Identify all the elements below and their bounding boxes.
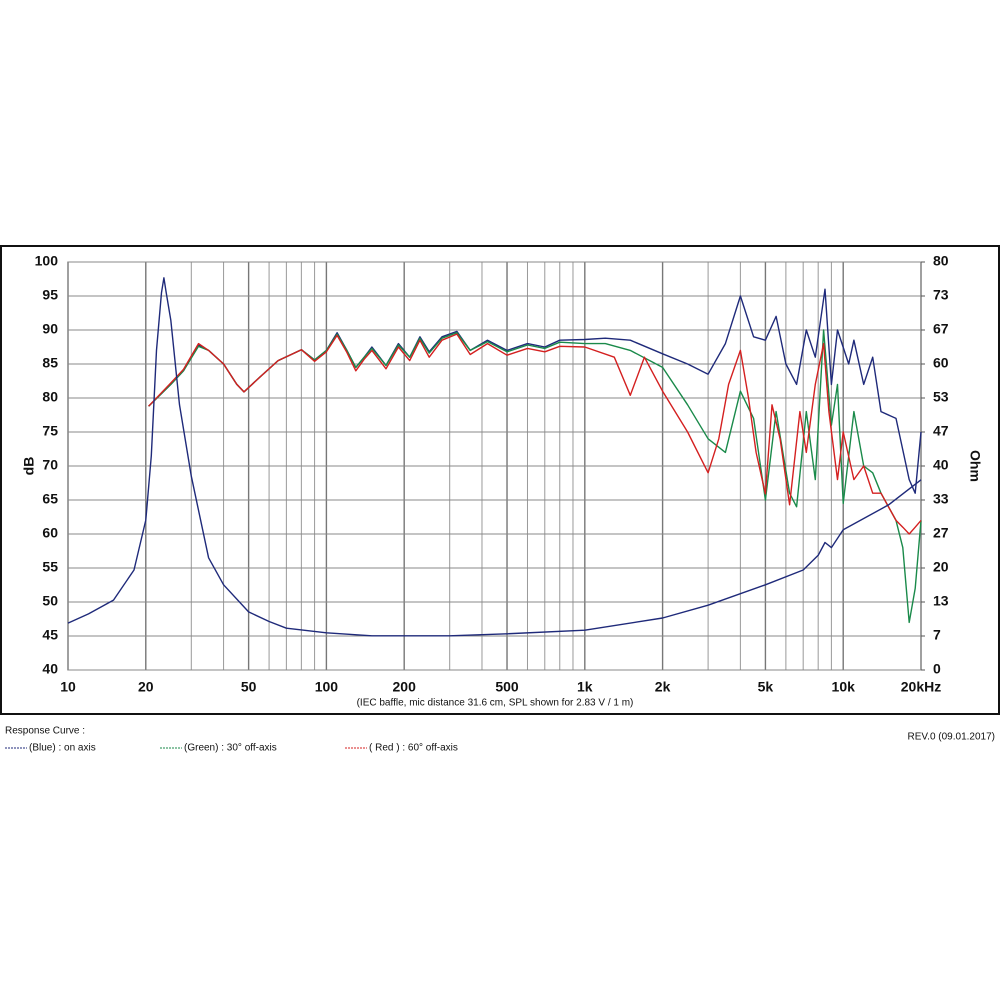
revision: REV.0 (09.01.2017) — [908, 732, 995, 743]
y2-tick-label: 0 — [933, 661, 941, 677]
y-tick-label: 70 — [42, 457, 58, 473]
y2-tick-label: 40 — [933, 457, 949, 473]
y-tick-label: 55 — [42, 559, 58, 575]
y2-tick-label: 20 — [933, 559, 949, 575]
y2-tick-label: 73 — [933, 287, 949, 303]
y-tick-label: 85 — [42, 355, 58, 371]
subtitle: (IEC baffle, mic distance 31.6 cm, SPL s… — [357, 698, 634, 709]
y2-tick-label: 60 — [933, 355, 949, 371]
y2-tick-label: 27 — [933, 525, 949, 541]
y-tick-label: 95 — [42, 287, 58, 303]
legend-label: ( Red ) : 60° off-axis — [369, 743, 458, 754]
y-tick-label: 65 — [42, 491, 58, 507]
x-tick-label: 50 — [241, 679, 257, 695]
x-tick-label: 10 — [60, 679, 76, 695]
frame — [0, 245, 1000, 715]
y-axis-label: dB — [21, 457, 37, 476]
x-tick-label: 5k — [758, 679, 774, 695]
series-line — [67, 277, 922, 637]
y-tick-label: 40 — [42, 661, 58, 677]
x-tick-label: 500 — [495, 679, 519, 695]
x-tick-label: 100 — [315, 679, 339, 695]
x-tick-label: 200 — [393, 679, 417, 695]
y-tick-label: 100 — [35, 253, 59, 269]
y-tick-label: 90 — [42, 321, 58, 337]
x-tick-label: 20 — [138, 679, 154, 695]
y2-tick-label: 53 — [933, 389, 949, 405]
x-tick-label: 10k — [832, 679, 856, 695]
y2-tick-label: 80 — [933, 253, 949, 269]
y2-axis-label: Ohm — [967, 450, 983, 482]
x-tick-label: 20kHz — [901, 679, 941, 695]
series-line — [148, 333, 922, 535]
y-tick-label: 45 — [42, 627, 58, 643]
y-tick-label: 50 — [42, 593, 58, 609]
y2-tick-label: 67 — [933, 321, 949, 337]
y-tick-label: 75 — [42, 423, 58, 439]
x-tick-label: 1k — [577, 679, 593, 695]
legend-label: (Green) : 30° off-axis — [184, 743, 277, 754]
y2-tick-label: 33 — [933, 491, 949, 507]
y2-tick-label: 13 — [933, 593, 949, 609]
legend-label: (Blue) : on axis — [29, 743, 96, 754]
y-tick-label: 80 — [42, 389, 58, 405]
y2-tick-label: 7 — [933, 627, 941, 643]
x-tick-label: 2k — [655, 679, 671, 695]
y2-tick-label: 47 — [933, 423, 949, 439]
y-tick-label: 60 — [42, 525, 58, 541]
legend-title: Response Curve : — [5, 726, 85, 737]
